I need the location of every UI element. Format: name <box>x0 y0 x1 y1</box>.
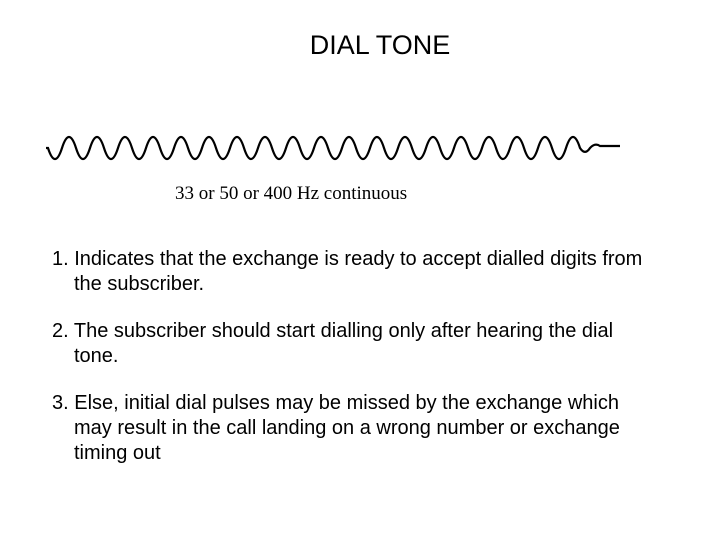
list-item: 1. Indicates that the exchange is ready … <box>52 247 645 297</box>
waveform-path <box>46 137 620 159</box>
description-list: 1. Indicates that the exchange is ready … <box>0 247 720 466</box>
list-item: 2. The subscriber should start dialling … <box>52 319 645 369</box>
waveform-figure: 33 or 50 or 400 Hz continuous <box>0 121 720 205</box>
waveform-svg <box>40 121 620 176</box>
page-title: DIAL TONE <box>0 0 720 61</box>
list-item: 3. Else, initial dial pulses may be miss… <box>52 391 645 466</box>
waveform-caption: 33 or 50 or 400 Hz continuous <box>40 183 660 205</box>
